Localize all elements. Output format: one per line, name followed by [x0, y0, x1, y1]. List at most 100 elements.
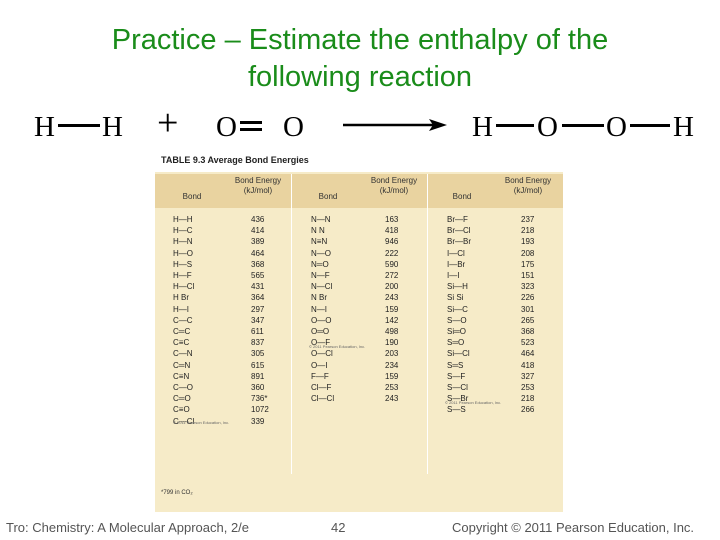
bond-label: N—O	[311, 248, 331, 258]
bond-label: H—I	[173, 304, 189, 314]
bond-energy-value: 323	[521, 282, 535, 292]
bond-label: N—Cl	[311, 282, 333, 292]
bond-energy-value: 243	[385, 293, 399, 303]
reaction-arrow-icon	[343, 119, 447, 131]
bond-energy-value: 736*	[251, 394, 268, 404]
bond-energy-value: 347	[251, 315, 265, 325]
bond-label: Si—H	[447, 282, 468, 292]
column-header-energy: Bond Energy (kJ/mol)	[370, 176, 418, 195]
bond-energy-value: 142	[385, 315, 399, 325]
slide-title-line1: Practice – Estimate the enthalpy of the	[111, 24, 609, 56]
column-header-energy: Bond Energy (kJ/mol)	[504, 176, 552, 195]
bond-energy-value: 163	[385, 215, 399, 224]
single-bond	[630, 124, 670, 127]
bond-label: C—Cl	[173, 416, 195, 426]
table-footnote: *799 in CO₂	[161, 490, 193, 496]
bond-energy-value: 226	[521, 293, 535, 303]
bond-energy-value: 243	[385, 394, 399, 404]
bond-label: S═S	[447, 360, 464, 370]
double-bond	[240, 121, 262, 131]
column-header-bond: Bond	[452, 192, 472, 201]
plus-sign: +	[157, 102, 179, 144]
bond-energy-value: 368	[251, 259, 265, 269]
bond-label: S—Cl	[447, 383, 468, 392]
bond-energy-value: 418	[385, 226, 399, 236]
column-divider	[427, 174, 428, 474]
bond-energy-value: 200	[385, 282, 399, 292]
bond-label: Cl—Cl	[311, 394, 335, 404]
bond-label: S—O	[447, 315, 467, 325]
slide-title-line2: following reaction	[247, 61, 473, 93]
bond-label: C═O	[173, 394, 191, 404]
bond-label: C≡N	[173, 371, 190, 381]
bond-label: O—Cl	[311, 349, 333, 359]
bond-label: Si—C	[447, 304, 468, 314]
table-credit: © 2011 Pearson Education, Inc.	[309, 344, 366, 349]
bond-energy-value: 523	[521, 338, 535, 348]
bond-label: C═C	[173, 327, 191, 336]
bond-energy-value: 159	[385, 371, 399, 381]
bond-label: Br—Cl	[447, 226, 471, 236]
table-credit: © 2011 Pearson Education, Inc.	[173, 420, 230, 425]
bond-energy-value: 946	[385, 237, 399, 247]
bond-label: Cl—F	[311, 383, 332, 392]
bond-label: C≡O	[173, 405, 190, 415]
bond-label: Si—Cl	[447, 349, 470, 359]
footer-course: Tro: Chemistry: A Molecular Approach, 2/…	[6, 520, 250, 535]
bond-label: H—Cl	[173, 282, 195, 292]
bond-energy-value: 175	[521, 259, 535, 269]
bond-label: N—F	[311, 271, 330, 280]
bond-label: Br—F	[447, 215, 468, 224]
bond-energy-value: 837	[251, 338, 265, 348]
bond-label: Br—Br	[447, 237, 471, 247]
bond-label: N═O	[311, 259, 329, 269]
bond-energy-value: 159	[385, 304, 399, 314]
bond-energy-value: 151	[521, 271, 535, 280]
bond-energy-value: 891	[251, 371, 265, 381]
bond-energy-value: 389	[251, 237, 265, 247]
table-title: TABLE 9.3 Average Bond Energies	[161, 155, 309, 165]
bond-label: C—O	[173, 383, 193, 392]
column-header-bond: Bond	[182, 192, 202, 201]
reactant-h1: H	[34, 111, 55, 143]
bond-energy-value: 253	[521, 383, 535, 392]
bond-label: C═N	[173, 360, 191, 370]
bond-energy-value: 305	[251, 349, 265, 359]
column-header-bond: Bond	[318, 192, 338, 201]
bond-label: C≡C	[173, 338, 190, 348]
table-header-band	[155, 174, 563, 208]
single-bond	[562, 124, 604, 127]
bond-energy-table: TABLE 9.3 Average Bond Energies Bond Bon…	[155, 152, 563, 512]
bond-energy-value: 237	[521, 215, 535, 224]
bond-energy-value: 418	[521, 360, 535, 370]
bond-energy-value: 565	[251, 271, 265, 280]
bond-label: N—I	[311, 304, 327, 314]
bond-label: H—C	[173, 226, 193, 236]
bond-energy-value: 253	[385, 383, 399, 392]
bond-label: H—S	[173, 259, 193, 269]
bond-energy-value: 615	[251, 360, 265, 370]
bond-label: O═O	[311, 327, 330, 336]
bond-energy-value: 301	[521, 304, 535, 314]
bond-energy-value: 464	[521, 349, 535, 359]
bond-label: C—N	[173, 349, 193, 359]
product-o2: O	[606, 111, 627, 143]
bond-label: S═O	[447, 338, 465, 348]
bond-label: H—F	[173, 271, 192, 280]
bond-energy-value: 203	[385, 349, 399, 359]
bond-label: I—Cl	[447, 248, 465, 258]
bond-label: O—I	[311, 360, 328, 370]
product-o1: O	[537, 111, 558, 143]
bond-energy-value: 272	[385, 271, 399, 280]
bond-energy-value: 234	[385, 360, 399, 370]
bond-energy-value: 208	[521, 248, 535, 258]
bond-energy-value: 364	[251, 293, 265, 303]
bond-label: H Br	[173, 293, 189, 303]
bond-energy-value: 190	[385, 338, 399, 348]
single-bond	[496, 124, 534, 127]
bond-energy-value: 360	[251, 383, 265, 392]
table-credit: © 2011 Pearson Education, Inc.	[445, 400, 502, 405]
bond-energy-value: 498	[385, 327, 399, 336]
product-h1: H	[472, 111, 493, 143]
bond-label: O—O	[311, 315, 332, 325]
